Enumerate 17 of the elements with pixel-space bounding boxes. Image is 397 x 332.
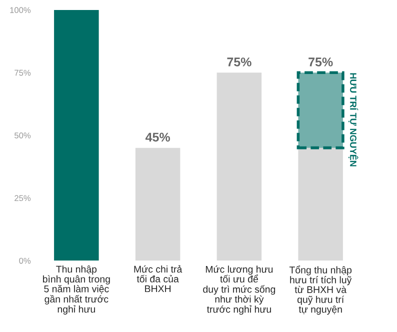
- x-tick-label: Thu nhập bình quân trong 5 năm làm việc gần nhất trước nghỉ hưu: [42, 265, 110, 315]
- bar: [216, 72, 262, 261]
- text: HƯU TRÍ TỰ NGUYỆN: [348, 73, 358, 166]
- y-tick-label: 0%: [19, 258, 31, 264]
- y-tick-label: 75%: [14, 70, 31, 76]
- bar: [298, 148, 343, 261]
- bar: [296, 71, 344, 150]
- x-tick-label: Mức lương hưu tối ưu để duy trì mức sống như thời kỳ trước nghỉ hưu: [203, 265, 276, 315]
- y-tick-label: 25%: [14, 195, 31, 202]
- x-tick-label: Tổng thu nhập hưu trí tích luỹ từ BHXH và quỹ hưu trí tự nguyện: [289, 265, 352, 315]
- total-label: 45%: [145, 132, 170, 142]
- bar: [135, 148, 180, 261]
- y-tick-label: 100%: [10, 7, 31, 14]
- x-tick-label: Mức chi trả tối đa của BHXH: [134, 265, 182, 292]
- total-label: 75%: [227, 58, 252, 66]
- y-tick-label: 50%: [14, 132, 31, 138]
- total-label: 75%: [308, 58, 333, 66]
